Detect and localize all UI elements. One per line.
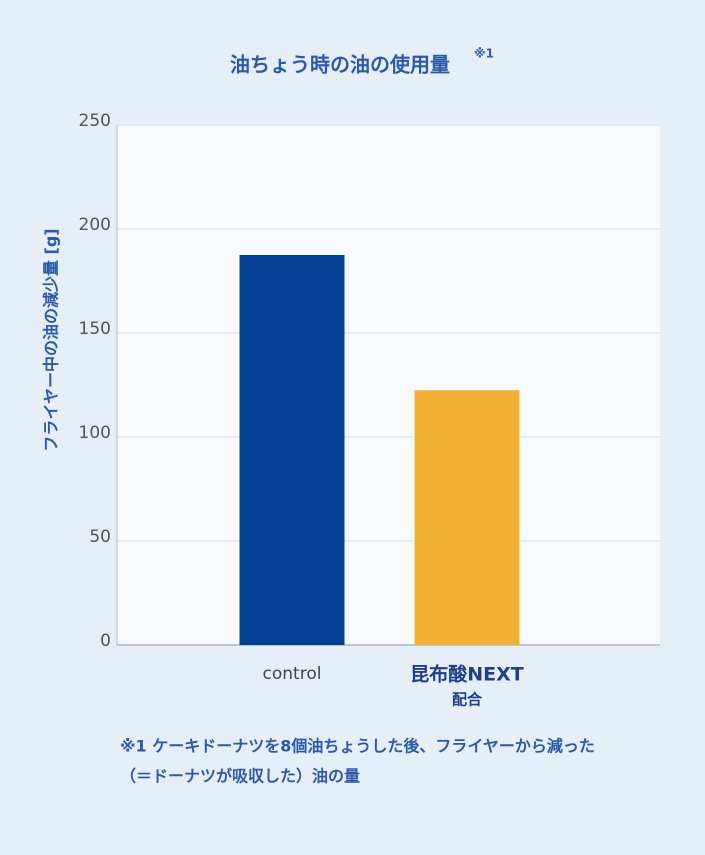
x-tick-label: control — [263, 664, 322, 684]
y-tick-label: 100 — [79, 423, 111, 443]
x-tick-label: 配合 — [452, 691, 483, 709]
y-tick-label: 0 — [100, 631, 111, 651]
footnote: （＝ドーナツが吸収した）油の量 — [120, 767, 360, 786]
bar — [414, 390, 520, 645]
title-note: ※1 — [474, 47, 494, 61]
chart-title: 油ちょう時の油の使用量 — [230, 53, 450, 77]
y-tick-label: 150 — [79, 319, 111, 339]
footnote: ※1 ケーキドーナツを8個油ちょうした後、フライヤーから減った — [120, 737, 595, 756]
y-tick-label: 50 — [89, 527, 111, 547]
y-tick-label: 200 — [79, 215, 111, 235]
y-axis-label: フライヤー中の油の減少量 [g] — [42, 228, 61, 451]
bar — [239, 255, 345, 645]
x-tick-label: 昆布酸NEXT — [410, 663, 524, 686]
y-tick-label: 250 — [79, 111, 111, 131]
plot-area — [117, 125, 660, 645]
